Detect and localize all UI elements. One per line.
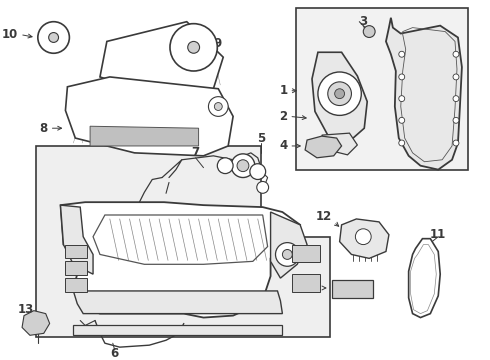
Circle shape xyxy=(218,158,233,174)
Circle shape xyxy=(453,117,459,123)
Circle shape xyxy=(318,72,361,116)
Polygon shape xyxy=(340,219,389,258)
Bar xyxy=(292,274,320,292)
Circle shape xyxy=(237,160,249,172)
Circle shape xyxy=(49,32,58,42)
Circle shape xyxy=(453,51,459,57)
Circle shape xyxy=(453,96,459,102)
Text: 12: 12 xyxy=(316,211,332,224)
Text: 14: 14 xyxy=(303,282,320,294)
Polygon shape xyxy=(100,22,223,96)
Text: 10: 10 xyxy=(2,28,18,41)
Polygon shape xyxy=(409,239,440,318)
Polygon shape xyxy=(305,136,342,158)
Circle shape xyxy=(275,243,299,266)
Circle shape xyxy=(453,140,459,146)
Circle shape xyxy=(399,74,405,80)
Bar xyxy=(292,244,320,262)
Circle shape xyxy=(250,164,266,180)
Text: 7: 7 xyxy=(192,147,200,159)
Circle shape xyxy=(399,140,405,146)
Circle shape xyxy=(257,181,269,193)
Text: 8: 8 xyxy=(39,122,48,135)
Circle shape xyxy=(38,22,70,53)
Circle shape xyxy=(231,154,255,177)
Polygon shape xyxy=(74,325,282,335)
Circle shape xyxy=(282,249,292,259)
Polygon shape xyxy=(90,126,198,146)
Circle shape xyxy=(355,229,371,244)
Polygon shape xyxy=(22,311,49,335)
Polygon shape xyxy=(270,212,307,278)
Polygon shape xyxy=(386,18,462,170)
Polygon shape xyxy=(74,291,282,314)
Bar xyxy=(66,278,87,292)
Bar xyxy=(296,8,468,170)
Circle shape xyxy=(453,74,459,80)
Text: 9: 9 xyxy=(213,37,221,50)
Text: 6: 6 xyxy=(111,347,119,360)
Text: 11: 11 xyxy=(430,228,446,241)
Circle shape xyxy=(335,89,344,99)
Polygon shape xyxy=(322,133,357,155)
Circle shape xyxy=(363,26,375,37)
Circle shape xyxy=(208,96,228,116)
Polygon shape xyxy=(60,205,93,274)
Text: 4: 4 xyxy=(279,139,287,153)
Circle shape xyxy=(170,24,218,71)
Text: 1: 1 xyxy=(279,84,287,97)
Bar xyxy=(66,244,87,258)
Circle shape xyxy=(188,41,199,53)
Circle shape xyxy=(214,103,222,111)
Circle shape xyxy=(399,96,405,102)
Circle shape xyxy=(399,51,405,57)
Circle shape xyxy=(399,117,405,123)
Bar xyxy=(66,261,87,275)
Polygon shape xyxy=(36,146,330,337)
Bar xyxy=(332,280,373,298)
Text: 5: 5 xyxy=(257,131,265,145)
Text: 13: 13 xyxy=(18,303,34,316)
Polygon shape xyxy=(312,52,367,143)
Polygon shape xyxy=(60,202,300,318)
Circle shape xyxy=(328,82,351,105)
Text: 2: 2 xyxy=(279,110,287,123)
Text: 3: 3 xyxy=(359,15,368,28)
Polygon shape xyxy=(66,77,233,156)
